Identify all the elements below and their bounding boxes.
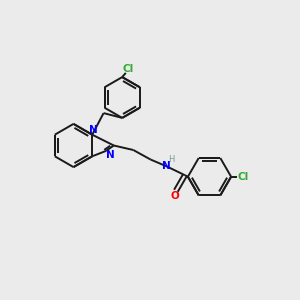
Text: N: N [162, 161, 171, 171]
Text: Cl: Cl [122, 64, 134, 74]
Text: O: O [170, 190, 179, 201]
Text: N: N [89, 124, 98, 135]
Text: H: H [168, 155, 174, 164]
Text: N: N [106, 150, 114, 160]
Text: Cl: Cl [238, 172, 249, 182]
